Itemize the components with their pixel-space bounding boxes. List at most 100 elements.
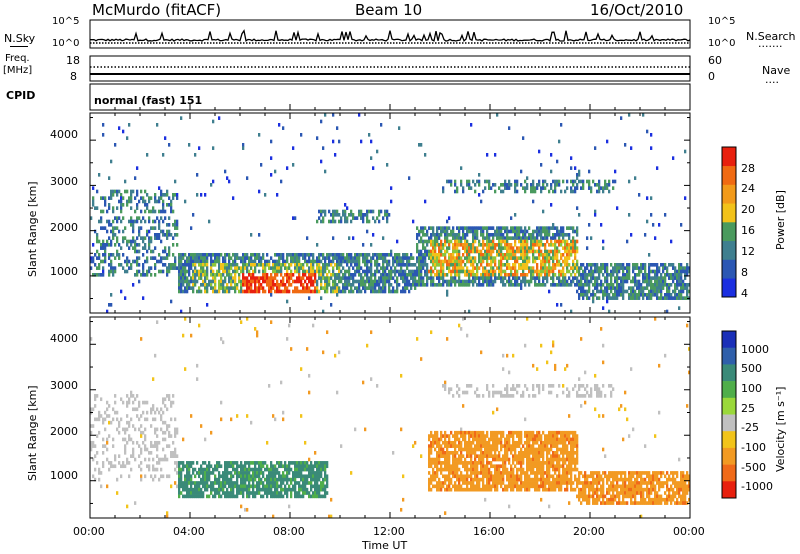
echo-cell [648, 293, 651, 297]
echo-cell [208, 461, 211, 465]
echo-cell [486, 384, 489, 388]
echo-cell [152, 407, 155, 412]
echo-cell [212, 269, 215, 274]
echo-cell [140, 477, 143, 482]
echo-cell [368, 219, 371, 224]
echo-cell [392, 286, 395, 290]
echo-cell [274, 491, 277, 495]
echo-cell [474, 477, 477, 482]
echo-cell [498, 243, 501, 247]
echo-cell [500, 183, 503, 187]
echo-cell [452, 233, 455, 237]
echo-cell [480, 273, 483, 277]
echo-cell [542, 259, 545, 264]
echo-cell [342, 213, 345, 217]
echo-cell [94, 263, 97, 267]
echo-cell [130, 437, 133, 442]
echo-cell [422, 243, 425, 247]
echo-cell [468, 437, 471, 442]
echo-cell [482, 484, 485, 489]
echo-cell [484, 266, 487, 270]
echo-cell [370, 263, 373, 267]
echo-cell [126, 504, 129, 509]
echo-cell [494, 183, 497, 187]
echo-cell [194, 481, 197, 485]
echo-cell [434, 457, 437, 462]
nave-dots: ···· [765, 76, 779, 89]
echo-cell [590, 276, 593, 280]
echo-cell [230, 417, 233, 422]
echo-cell [168, 233, 171, 237]
echo-cell [508, 266, 511, 270]
echo-cell [556, 256, 559, 260]
echo-cell [268, 286, 271, 290]
echo-cell [558, 276, 561, 280]
echo-cell [132, 400, 135, 405]
echo-cell [490, 279, 493, 284]
echo-cell [450, 430, 453, 435]
echo-cell [146, 259, 149, 264]
echo-cell [186, 289, 189, 294]
echo-cell [206, 289, 209, 294]
echo-cell [418, 233, 421, 237]
echo-cell [478, 259, 481, 264]
echo-cell [620, 266, 623, 270]
echo-cell [252, 461, 255, 465]
echo-cell [418, 229, 421, 234]
echo-cell [524, 253, 527, 257]
echo-cell [456, 487, 459, 492]
echo-cell [222, 340, 225, 345]
echo-cell [532, 259, 535, 264]
echo-cell [578, 273, 581, 277]
echo-cell [548, 259, 551, 264]
echo-cell [360, 216, 363, 220]
echo-cell [252, 487, 255, 492]
echo-cell [242, 263, 245, 267]
echo-cell [360, 213, 363, 217]
echo-cell [566, 279, 569, 284]
echo-cell [240, 504, 243, 509]
echo-cell [620, 289, 623, 294]
echo-cell [376, 289, 379, 294]
echo-cell [500, 259, 503, 264]
echo-cell [200, 283, 203, 287]
echo-cell [468, 451, 471, 455]
echo-cell [566, 249, 569, 254]
echo-cell [574, 243, 577, 247]
echo-cell [110, 263, 113, 267]
echo-cell [486, 236, 489, 240]
echo-cell [390, 289, 393, 294]
echo-cell [454, 266, 457, 270]
echo-cell [130, 390, 133, 395]
echo-cell [590, 293, 593, 297]
echo-cell [198, 273, 201, 277]
echo-cell [440, 437, 443, 442]
echo-cell [294, 481, 297, 485]
echo-cell [522, 253, 525, 257]
echo-cell [374, 269, 377, 274]
echo-cell [192, 253, 195, 257]
echo-cell [444, 487, 447, 492]
echo-cell [482, 266, 485, 270]
echo-cell [564, 276, 567, 280]
echo-cell [282, 253, 285, 257]
echo-cell [682, 266, 685, 270]
echo-cell [432, 457, 435, 462]
echo-cell [680, 276, 683, 280]
echo-cell [688, 289, 691, 294]
echo-cell [666, 296, 669, 300]
echo-cell [360, 273, 363, 277]
echo-cell [566, 186, 569, 190]
echo-cell [162, 229, 165, 234]
echo-cell [444, 236, 447, 240]
echo-cell [526, 263, 529, 267]
echo-cell [420, 283, 423, 287]
echo-cell [386, 209, 389, 214]
echo-cell [174, 451, 177, 455]
echo-cell [244, 256, 247, 260]
echo-cell [606, 296, 609, 300]
echo-cell [444, 434, 447, 438]
echo-cell [668, 289, 671, 294]
echo-cell [430, 464, 433, 469]
echo-cell [336, 209, 339, 214]
